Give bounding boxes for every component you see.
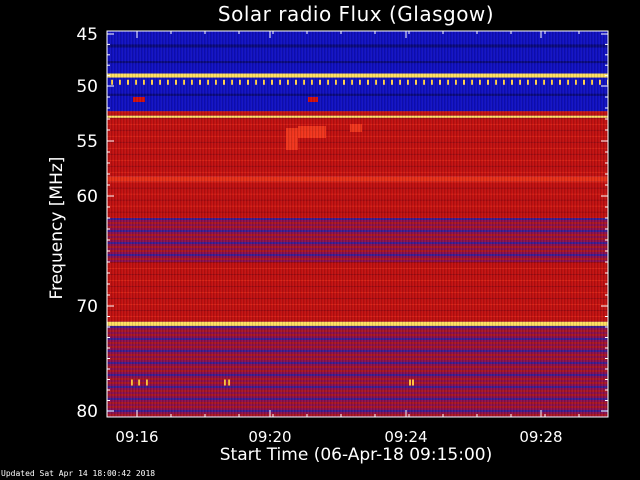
plot-axes: 45 50 55 60 70 80 09:16 09:20 09:24 09:28: [76, 25, 609, 446]
x-tick-label: 09:24: [384, 428, 427, 446]
chart-title: Solar radio Flux (Glasgow): [217, 2, 495, 26]
x-tick-label: 09:28: [519, 428, 562, 446]
spectrogram-bands: [107, 31, 608, 417]
y-tick-label: 50: [76, 77, 98, 97]
y-tick-label: 80: [76, 402, 98, 422]
plot-frame: [106, 30, 609, 418]
x-tick-label: 09:20: [248, 428, 291, 446]
y-axis-title: Frequency [MHz]: [47, 156, 67, 300]
y-tick-label: 55: [76, 132, 98, 152]
spectrogram-texture: [107, 31, 608, 417]
x-tick-label: 09:16: [115, 428, 158, 446]
y-tick-label: 45: [76, 25, 98, 45]
footer-updated-note: Updated Sat Apr 14 18:00:42 2018: [1, 469, 156, 478]
y-tick-label: 60: [76, 187, 98, 207]
y-tick-label: 70: [76, 297, 98, 317]
x-axis-title: Start Time (06-Apr-18 09:15:00): [219, 445, 493, 465]
